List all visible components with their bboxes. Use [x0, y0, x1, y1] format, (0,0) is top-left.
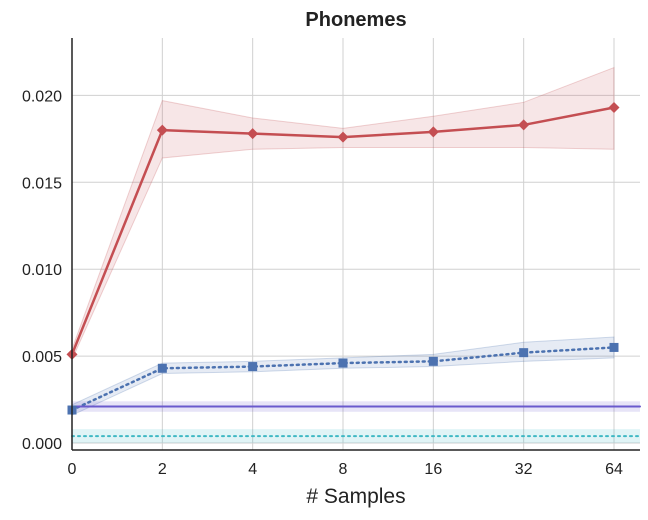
- x-tick-label: 16: [424, 461, 442, 478]
- blue-square-point: [519, 348, 529, 358]
- blue-square-point: [338, 358, 348, 368]
- blue-square-point: [428, 356, 438, 366]
- blue-square-point: [248, 362, 258, 372]
- x-tick-label: 0: [68, 461, 77, 478]
- x-tick-label: 32: [515, 461, 533, 478]
- y-tick-label: 0.015: [22, 175, 62, 192]
- y-tick-label: 0.000: [22, 436, 62, 453]
- red-diamond-band: [71, 66, 615, 360]
- axes: [71, 38, 640, 451]
- blue-square-point: [609, 342, 619, 352]
- x-axis-label: # Samples: [306, 485, 405, 508]
- red-diamond-point: [608, 102, 620, 114]
- x-tick-label: 4: [248, 461, 257, 478]
- red-diamond-point: [427, 126, 439, 138]
- red-diamond-point: [156, 124, 168, 136]
- x-tick-labels: 0 2 4 8 16 32 64: [68, 461, 623, 478]
- x-tick-label: 8: [339, 461, 348, 478]
- x-tick-label: 64: [605, 461, 623, 478]
- red-diamond-point: [247, 128, 259, 140]
- chart-title: Phonemes: [305, 9, 406, 31]
- y-tick-label: 0.020: [22, 88, 62, 105]
- red-diamond-point: [337, 131, 349, 143]
- x-tick-label: 2: [158, 461, 167, 478]
- blue-square-point: [157, 363, 167, 373]
- y-tick-label: 0.010: [22, 262, 62, 279]
- confidence-bands: [71, 66, 640, 444]
- y-tick-label: 0.005: [22, 349, 62, 366]
- grid: [71, 38, 640, 450]
- red-diamond-point: [518, 119, 530, 131]
- y-tick-labels: 0.000 0.005 0.010 0.015 0.020: [22, 88, 62, 453]
